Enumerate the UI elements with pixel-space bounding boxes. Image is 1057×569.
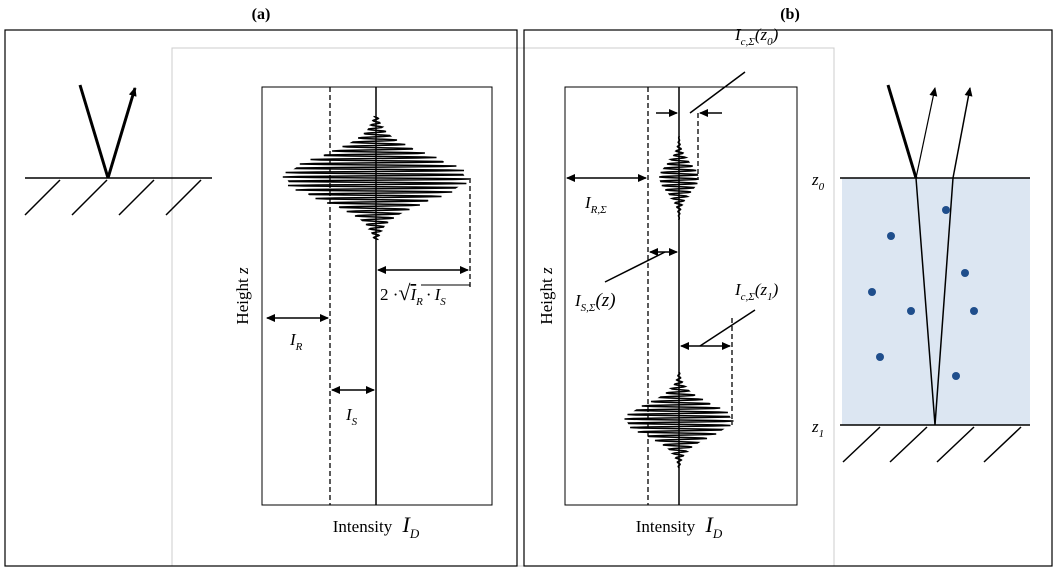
x-axis-label: Intensity ID bbox=[333, 512, 420, 541]
label: z bbox=[233, 267, 252, 275]
surface-sketch bbox=[24, 84, 212, 216]
volume-sketch bbox=[840, 84, 1030, 463]
label: z1 bbox=[811, 417, 824, 440]
label: ) bbox=[772, 280, 779, 299]
label: I bbox=[345, 405, 353, 424]
label: Ic,Σ(z1) bbox=[734, 280, 779, 303]
label: Height bbox=[233, 278, 252, 325]
panel-a bbox=[4, 29, 518, 567]
label: I bbox=[289, 330, 297, 349]
label: I bbox=[734, 280, 742, 299]
label: S bbox=[440, 296, 446, 308]
label: S bbox=[352, 416, 358, 428]
label: 0 bbox=[819, 181, 825, 193]
label: Intensity bbox=[636, 517, 696, 536]
label: D bbox=[712, 526, 723, 541]
label: z bbox=[537, 267, 556, 275]
plot-area bbox=[261, 86, 493, 506]
label: · bbox=[426, 285, 432, 304]
label: IR bbox=[289, 330, 303, 353]
label: Intensity bbox=[333, 517, 393, 536]
wave-packet bbox=[282, 115, 470, 241]
label: 1 bbox=[819, 428, 825, 440]
panel-title: (a) bbox=[252, 6, 271, 23]
label: c,Σ bbox=[741, 291, 756, 303]
y-axis-label: Height z bbox=[233, 267, 252, 325]
label: 2 ·√IR · IS bbox=[380, 280, 446, 308]
label: z bbox=[811, 417, 819, 436]
label: I bbox=[734, 25, 742, 44]
label: IS,Σ(z) bbox=[574, 290, 616, 314]
label: I bbox=[434, 285, 442, 304]
label: (z) bbox=[595, 290, 615, 311]
label: (z bbox=[755, 25, 768, 44]
label: 2 · bbox=[380, 285, 398, 304]
label: I bbox=[574, 291, 582, 310]
plot-area bbox=[564, 86, 798, 506]
label: ) bbox=[772, 25, 779, 44]
leader bbox=[604, 71, 756, 347]
x-axis-label: Intensity ID bbox=[636, 512, 723, 541]
label: z bbox=[811, 170, 819, 189]
label: 0 bbox=[767, 36, 773, 48]
label: IS bbox=[345, 405, 358, 428]
label: I bbox=[584, 193, 592, 212]
wave-packet bbox=[659, 135, 699, 221]
label: I bbox=[402, 512, 412, 537]
label: Height bbox=[537, 278, 556, 325]
label: z0 bbox=[811, 170, 825, 193]
frame bbox=[171, 47, 835, 567]
label: D bbox=[409, 526, 420, 541]
label: I bbox=[705, 512, 715, 537]
y-axis-label: Height z bbox=[537, 267, 556, 325]
label: S,Σ bbox=[581, 302, 596, 314]
label: Ic,Σ(z0) bbox=[734, 25, 779, 48]
label: R,Σ bbox=[590, 204, 607, 216]
panel-title: (b) bbox=[780, 6, 800, 23]
label: R bbox=[295, 341, 303, 353]
label: 1 bbox=[767, 291, 773, 303]
label: R bbox=[415, 296, 423, 308]
label: √ bbox=[398, 280, 411, 305]
label: I bbox=[410, 285, 418, 304]
label: c,Σ bbox=[741, 36, 756, 48]
wave-packet bbox=[624, 371, 734, 469]
label: IR,Σ bbox=[584, 193, 607, 216]
label: (z bbox=[755, 280, 768, 299]
panel-b bbox=[523, 29, 1053, 567]
